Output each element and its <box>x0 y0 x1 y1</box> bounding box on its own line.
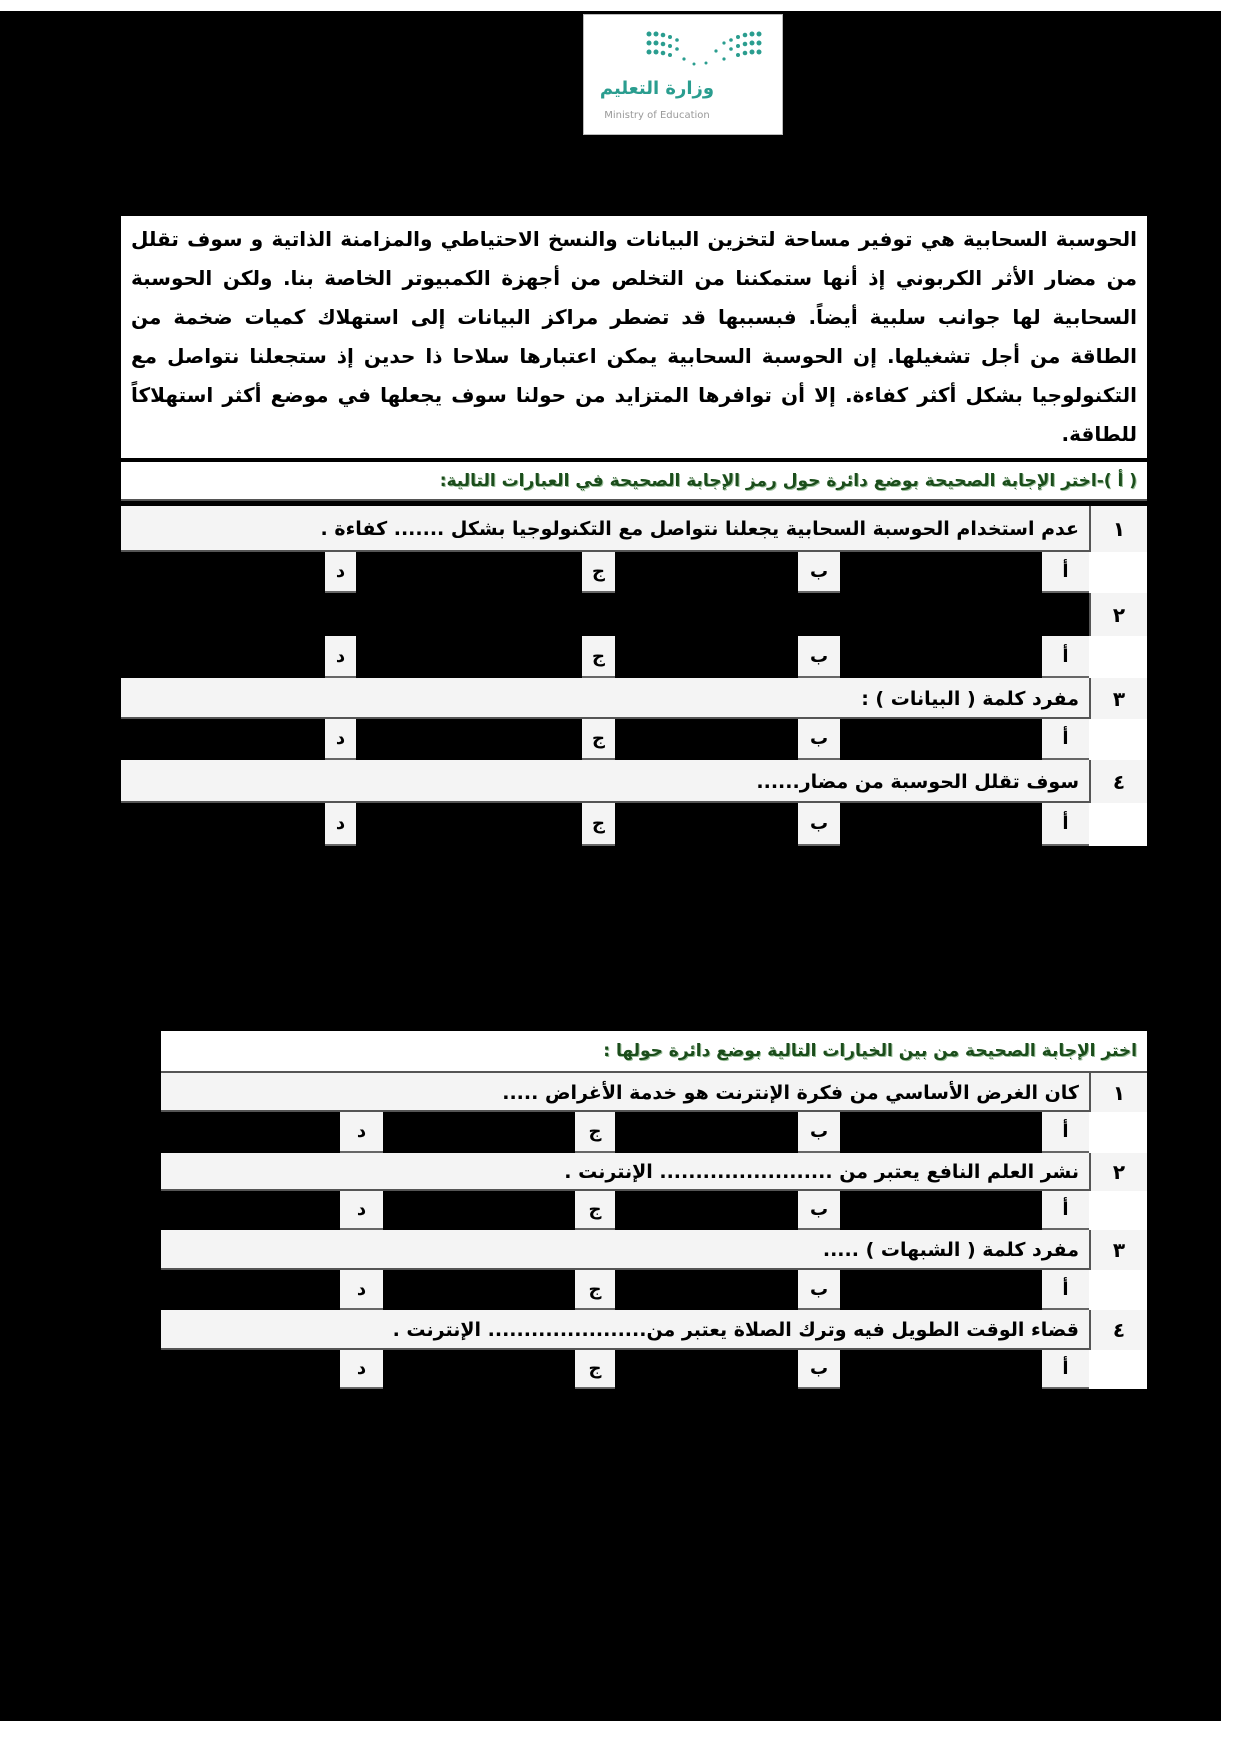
section-instruction: اختر الإجابة الصحيحة من بين الخيارات الت… <box>161 1031 1147 1073</box>
ministry-logo: وزارة التعليم Ministry of Education <box>583 14 783 135</box>
question-text: مفرد كلمة ( البيانات ) : <box>861 687 1079 710</box>
question-row <box>161 1230 1147 1270</box>
question-number: ١ <box>1089 506 1147 552</box>
option-2-cell[interactable]: ب <box>798 1270 840 1310</box>
answer-blank-cell <box>1089 1191 1147 1230</box>
answer-blank-cell <box>1089 1112 1147 1153</box>
option-3-cell[interactable]: ج <box>575 1112 615 1153</box>
question-row <box>161 1310 1147 1350</box>
option-2-cell[interactable]: ب <box>798 1191 840 1230</box>
answer-blank-cell <box>1089 1350 1147 1389</box>
question-text: نشر العلم النافع يعتبر من ..............… <box>564 1161 1079 1183</box>
question-number: ٣ <box>1089 678 1147 719</box>
option-1-cell[interactable]: أ <box>1042 803 1089 846</box>
section-instruction: ( أ )-اختر الإجابة الصحيحة بوضع دائرة حو… <box>121 462 1147 501</box>
answer-blank-cell <box>1089 719 1147 760</box>
question-row <box>161 1073 1147 1112</box>
option-4-cell[interactable]: د <box>325 719 356 760</box>
option-4-cell[interactable]: د <box>340 1112 383 1153</box>
option-2-cell[interactable]: ب <box>798 552 840 593</box>
option-3-cell[interactable]: ج <box>582 552 615 593</box>
option-3-cell[interactable]: ج <box>582 636 615 678</box>
logo-english-text: Ministry of Education <box>604 110 710 121</box>
question-number: ٢ <box>1089 593 1147 636</box>
option-4-cell[interactable]: د <box>325 803 356 846</box>
answer-blank-cell <box>1089 552 1147 593</box>
option-3-cell[interactable]: ج <box>575 1270 615 1310</box>
option-4-cell[interactable]: د <box>340 1191 383 1230</box>
option-1-cell[interactable]: أ <box>1042 636 1089 678</box>
question-text: سوف تقلل الحوسبة من مضار...... <box>756 770 1079 793</box>
logo-dots-icon <box>646 31 762 66</box>
question-number: ٣ <box>1089 1230 1147 1270</box>
question-text: قضاء الوقت الطويل فيه وترك الصلاة يعتبر … <box>392 1319 1079 1341</box>
logo-arabic-text: وزارة التعليم <box>599 78 715 99</box>
option-3-cell[interactable]: ج <box>582 719 615 760</box>
option-2-cell[interactable]: ب <box>798 719 840 760</box>
option-2-cell[interactable]: ب <box>798 636 840 678</box>
option-3-cell[interactable]: ج <box>575 1191 615 1230</box>
question-number: ٤ <box>1089 760 1147 803</box>
option-4-cell[interactable]: د <box>325 552 356 593</box>
reading-passage: الحوسبة السحابية هي توفير مساحة لتخزين ا… <box>121 216 1147 458</box>
question-text: عدم استخدام الحوسبة السحابية يجعلنا نتوا… <box>320 518 1079 540</box>
question-row <box>121 760 1147 803</box>
option-1-cell[interactable]: أ <box>1042 552 1089 593</box>
option-3-cell[interactable]: ج <box>582 803 615 846</box>
option-2-cell[interactable]: ب <box>798 1350 840 1389</box>
question-number: ١ <box>1089 1073 1147 1112</box>
question-number: ٢ <box>1089 1153 1147 1191</box>
question-text: مفرد كلمة ( الشبهات ) ..... <box>822 1239 1079 1261</box>
question-row <box>121 678 1147 719</box>
option-2-cell[interactable]: ب <box>798 803 840 846</box>
question-number: ٤ <box>1089 1310 1147 1350</box>
question-row <box>161 1153 1147 1191</box>
answer-blank-cell <box>1089 636 1147 678</box>
option-1-cell[interactable]: أ <box>1042 1350 1089 1389</box>
option-4-cell[interactable]: د <box>325 636 356 678</box>
option-4-cell[interactable]: د <box>340 1270 383 1310</box>
option-2-cell[interactable]: ب <box>798 1112 840 1153</box>
option-1-cell[interactable]: أ <box>1042 1112 1089 1153</box>
option-1-cell[interactable]: أ <box>1042 719 1089 760</box>
option-4-cell[interactable]: د <box>340 1350 383 1389</box>
question-row <box>121 506 1147 552</box>
answer-blank-cell <box>1089 1270 1147 1310</box>
option-1-cell[interactable]: أ <box>1042 1191 1089 1230</box>
option-3-cell[interactable]: ج <box>575 1350 615 1389</box>
question-text: كان الغرض الأساسي من فكرة الإنترنت هو خد… <box>502 1081 1079 1104</box>
option-1-cell[interactable]: أ <box>1042 1270 1089 1310</box>
answer-blank-cell <box>1089 803 1147 846</box>
